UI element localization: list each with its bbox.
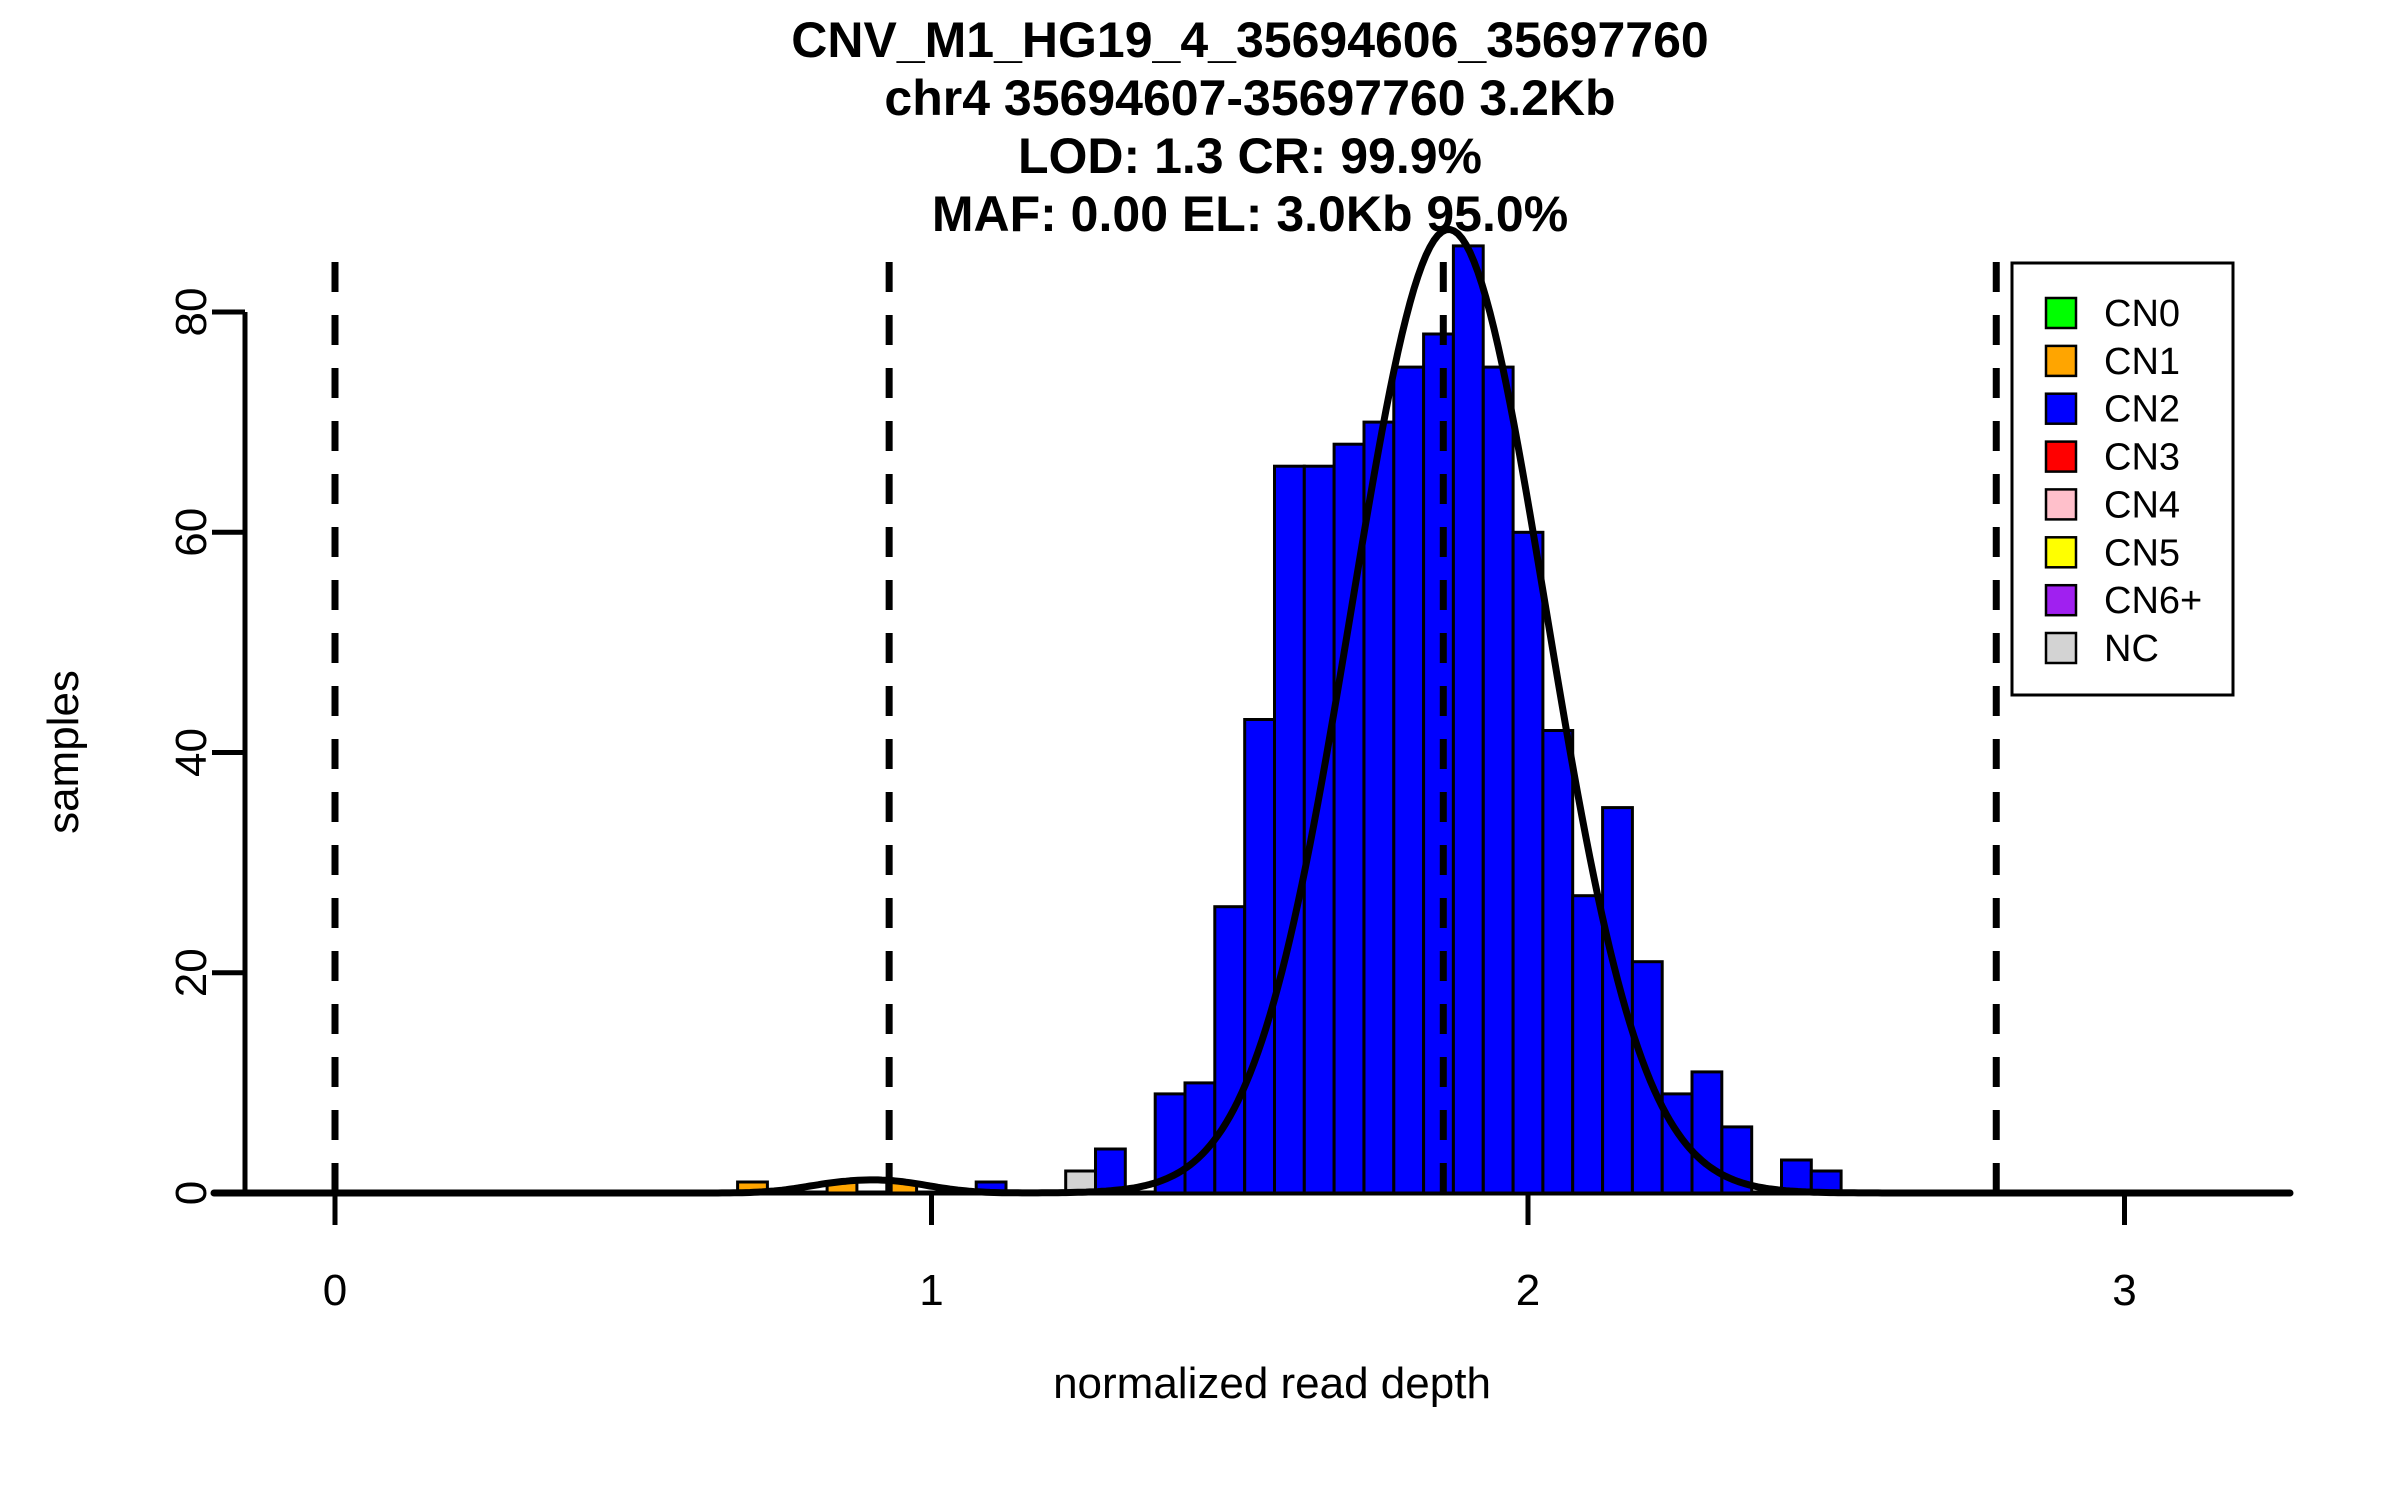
legend-swatch-CN2 <box>2044 392 2078 425</box>
histogram-bar-CN2 <box>1511 530 1545 1195</box>
x-tick-label: 1 <box>919 1266 943 1315</box>
figure-title-line-2: chr4 35694607-35697760 3.2Kb <box>884 70 1615 126</box>
y-tick-label: 60 <box>167 508 216 557</box>
legend-label-CN6+: CN6+ <box>2104 580 2202 622</box>
legend-swatch-CN3 <box>2044 440 2078 473</box>
histogram-bar-CN2 <box>1273 464 1306 1195</box>
histogram-bar-CN2 <box>1243 718 1276 1195</box>
legend-label-CN2: CN2 <box>2104 389 2180 431</box>
y-tick-label: 80 <box>167 288 216 337</box>
x-axis-label: normalized read depth <box>1053 1359 1491 1408</box>
x-tick-label: 3 <box>2112 1266 2136 1315</box>
legend-swatch-CN0 <box>2044 296 2078 330</box>
histogram-bar-CN2 <box>1481 365 1515 1195</box>
legend-label-CN3: CN3 <box>2104 437 2180 479</box>
gaussian-fit-curve <box>210 226 2294 1197</box>
plot-area: 0 1 2 3 0 20 40 60 80 CN0 CN1 CN2 CN3 CN4 CN5 CN6+ NC <box>167 226 2294 1315</box>
legend-label-CN4: CN4 <box>2104 484 2180 526</box>
y-tick-label: 40 <box>167 728 216 777</box>
figure-title-line-1: CNV_M1_HG19_4_35694606_35697760 <box>791 12 1708 68</box>
legend-label-CN1: CN1 <box>2104 341 2180 383</box>
legend-label-CN5: CN5 <box>2104 532 2180 574</box>
histogram-bar-CN2 <box>1601 806 1634 1195</box>
legend-swatch-CN4 <box>2044 488 2078 521</box>
histogram-bar-CN2 <box>1630 960 1664 1195</box>
legend-box <box>2010 261 2235 697</box>
x-tick-label: 2 <box>1516 1266 1540 1315</box>
figure-title-line-4: MAF: 0.00 EL: 3.0Kb 95.0% <box>932 186 1568 242</box>
figure-title-line-3: LOD: 1.3 CR: 99.9% <box>1018 128 1482 184</box>
histogram-bar-CN2 <box>1362 420 1396 1195</box>
histogram-bar-CN2 <box>1183 1081 1217 1195</box>
histogram-bar-CN2 <box>1451 244 1485 1195</box>
legend-swatch-CN5 <box>2044 536 2078 569</box>
legend-swatch-CN6+ <box>2044 583 2078 617</box>
x-tick-label: 0 <box>323 1266 347 1315</box>
histogram-bar-CN2 <box>1571 894 1604 1195</box>
histogram-bar-CN2 <box>1213 905 1247 1195</box>
histogram-bar-CN2 <box>1392 365 1426 1195</box>
y-tick-label: 20 <box>167 948 216 997</box>
histogram-bar-CN2 <box>1302 464 1336 1195</box>
legend-label-CN0: CN0 <box>2104 293 2180 335</box>
histogram-bar-CN2 <box>1422 332 1455 1195</box>
histogram-bar-CN2 <box>1541 729 1575 1195</box>
y-tick-label: 0 <box>167 1181 216 1205</box>
legend-swatch-NC <box>2044 631 2078 665</box>
legend-label-NC: NC <box>2104 628 2159 670</box>
legend-swatch-CN1 <box>2044 344 2078 378</box>
y-axis-label: samples <box>39 670 88 834</box>
